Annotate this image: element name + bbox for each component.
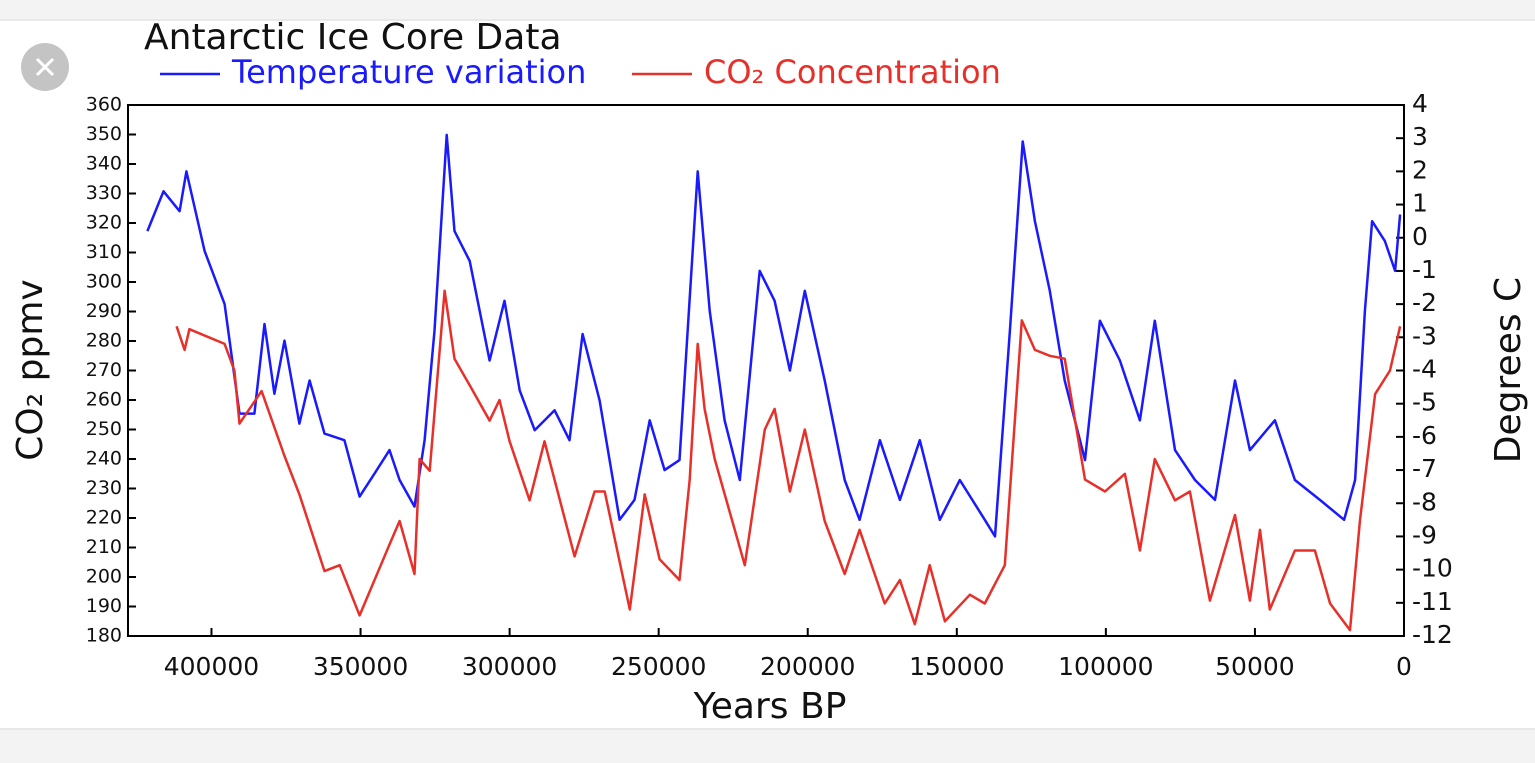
y-tick-label: 300 [86, 271, 122, 293]
y-tick-label: 200 [86, 566, 122, 588]
y2-tick-label: -10 [1412, 554, 1453, 583]
y2-tick-label: -12 [1412, 620, 1453, 649]
close-button[interactable] [21, 43, 69, 91]
y2-tick-label: -4 [1412, 355, 1437, 384]
y2-tick-label: 4 [1412, 89, 1428, 118]
x-tick-label: 200000 [760, 652, 855, 681]
legend-label: CO₂ Concentration [704, 53, 1001, 91]
y-tick-label: 280 [86, 330, 122, 352]
top-bar [0, 0, 1535, 20]
y-tick-label: 320 [86, 212, 122, 234]
y2-tick-label: -9 [1412, 520, 1437, 549]
y2-tick-label: -3 [1412, 321, 1437, 350]
y2-axis-label: Degrees C [1488, 277, 1529, 463]
y-tick-label: 330 [86, 182, 122, 204]
x-tick-label: 250000 [611, 652, 706, 681]
x-tick-label: 0 [1396, 652, 1412, 681]
y-tick-label: 210 [86, 536, 122, 558]
x-tick-label: 300000 [462, 652, 557, 681]
y2-tick-label: 2 [1412, 155, 1428, 184]
y-tick-label: 230 [86, 477, 122, 499]
y2-tick-label: -8 [1412, 487, 1437, 516]
y-tick-label: 360 [86, 94, 122, 116]
y2-tick-label: -6 [1412, 421, 1437, 450]
y2-tick-label: -5 [1412, 388, 1437, 417]
x-tick-label: 400000 [164, 652, 259, 681]
data-line [175, 289, 1402, 632]
y-tick-label: 340 [86, 153, 122, 175]
y2-tick-label: 0 [1412, 222, 1428, 251]
y-tick-label: 260 [86, 389, 122, 411]
y2-tick-label: -2 [1412, 288, 1437, 317]
x-axis-label: Years BP [693, 686, 847, 727]
x-tick-label: 100000 [1058, 652, 1153, 681]
y-tick-label: 250 [86, 418, 122, 440]
chart-title: Antarctic Ice Core Data [144, 17, 562, 58]
y-tick-label: 350 [86, 123, 122, 145]
y2-tick-label: 1 [1412, 189, 1428, 218]
y2-tick-label: -11 [1412, 587, 1453, 616]
y-tick-label: 270 [86, 359, 122, 381]
y2-tick-label: -1 [1412, 255, 1437, 284]
y2-tick-label: -7 [1412, 454, 1437, 483]
y-tick-label: 290 [86, 300, 122, 322]
y-axis-label: CO₂ ppmv [10, 279, 51, 460]
legend-label: Temperature variation [231, 53, 586, 91]
y-tick-label: 180 [86, 625, 122, 647]
x-tick-label: 150000 [909, 652, 1004, 681]
y2-tick-label: 3 [1412, 122, 1428, 151]
y-tick-label: 240 [86, 448, 122, 470]
y-tick-label: 220 [86, 507, 122, 529]
data-line [146, 133, 1402, 538]
y-tick-label: 190 [86, 595, 122, 617]
x-tick-label: 350000 [313, 652, 408, 681]
image-area [0, 21, 1535, 728]
y-tick-label: 310 [86, 241, 122, 263]
x-tick-label: 50000 [1215, 652, 1295, 681]
